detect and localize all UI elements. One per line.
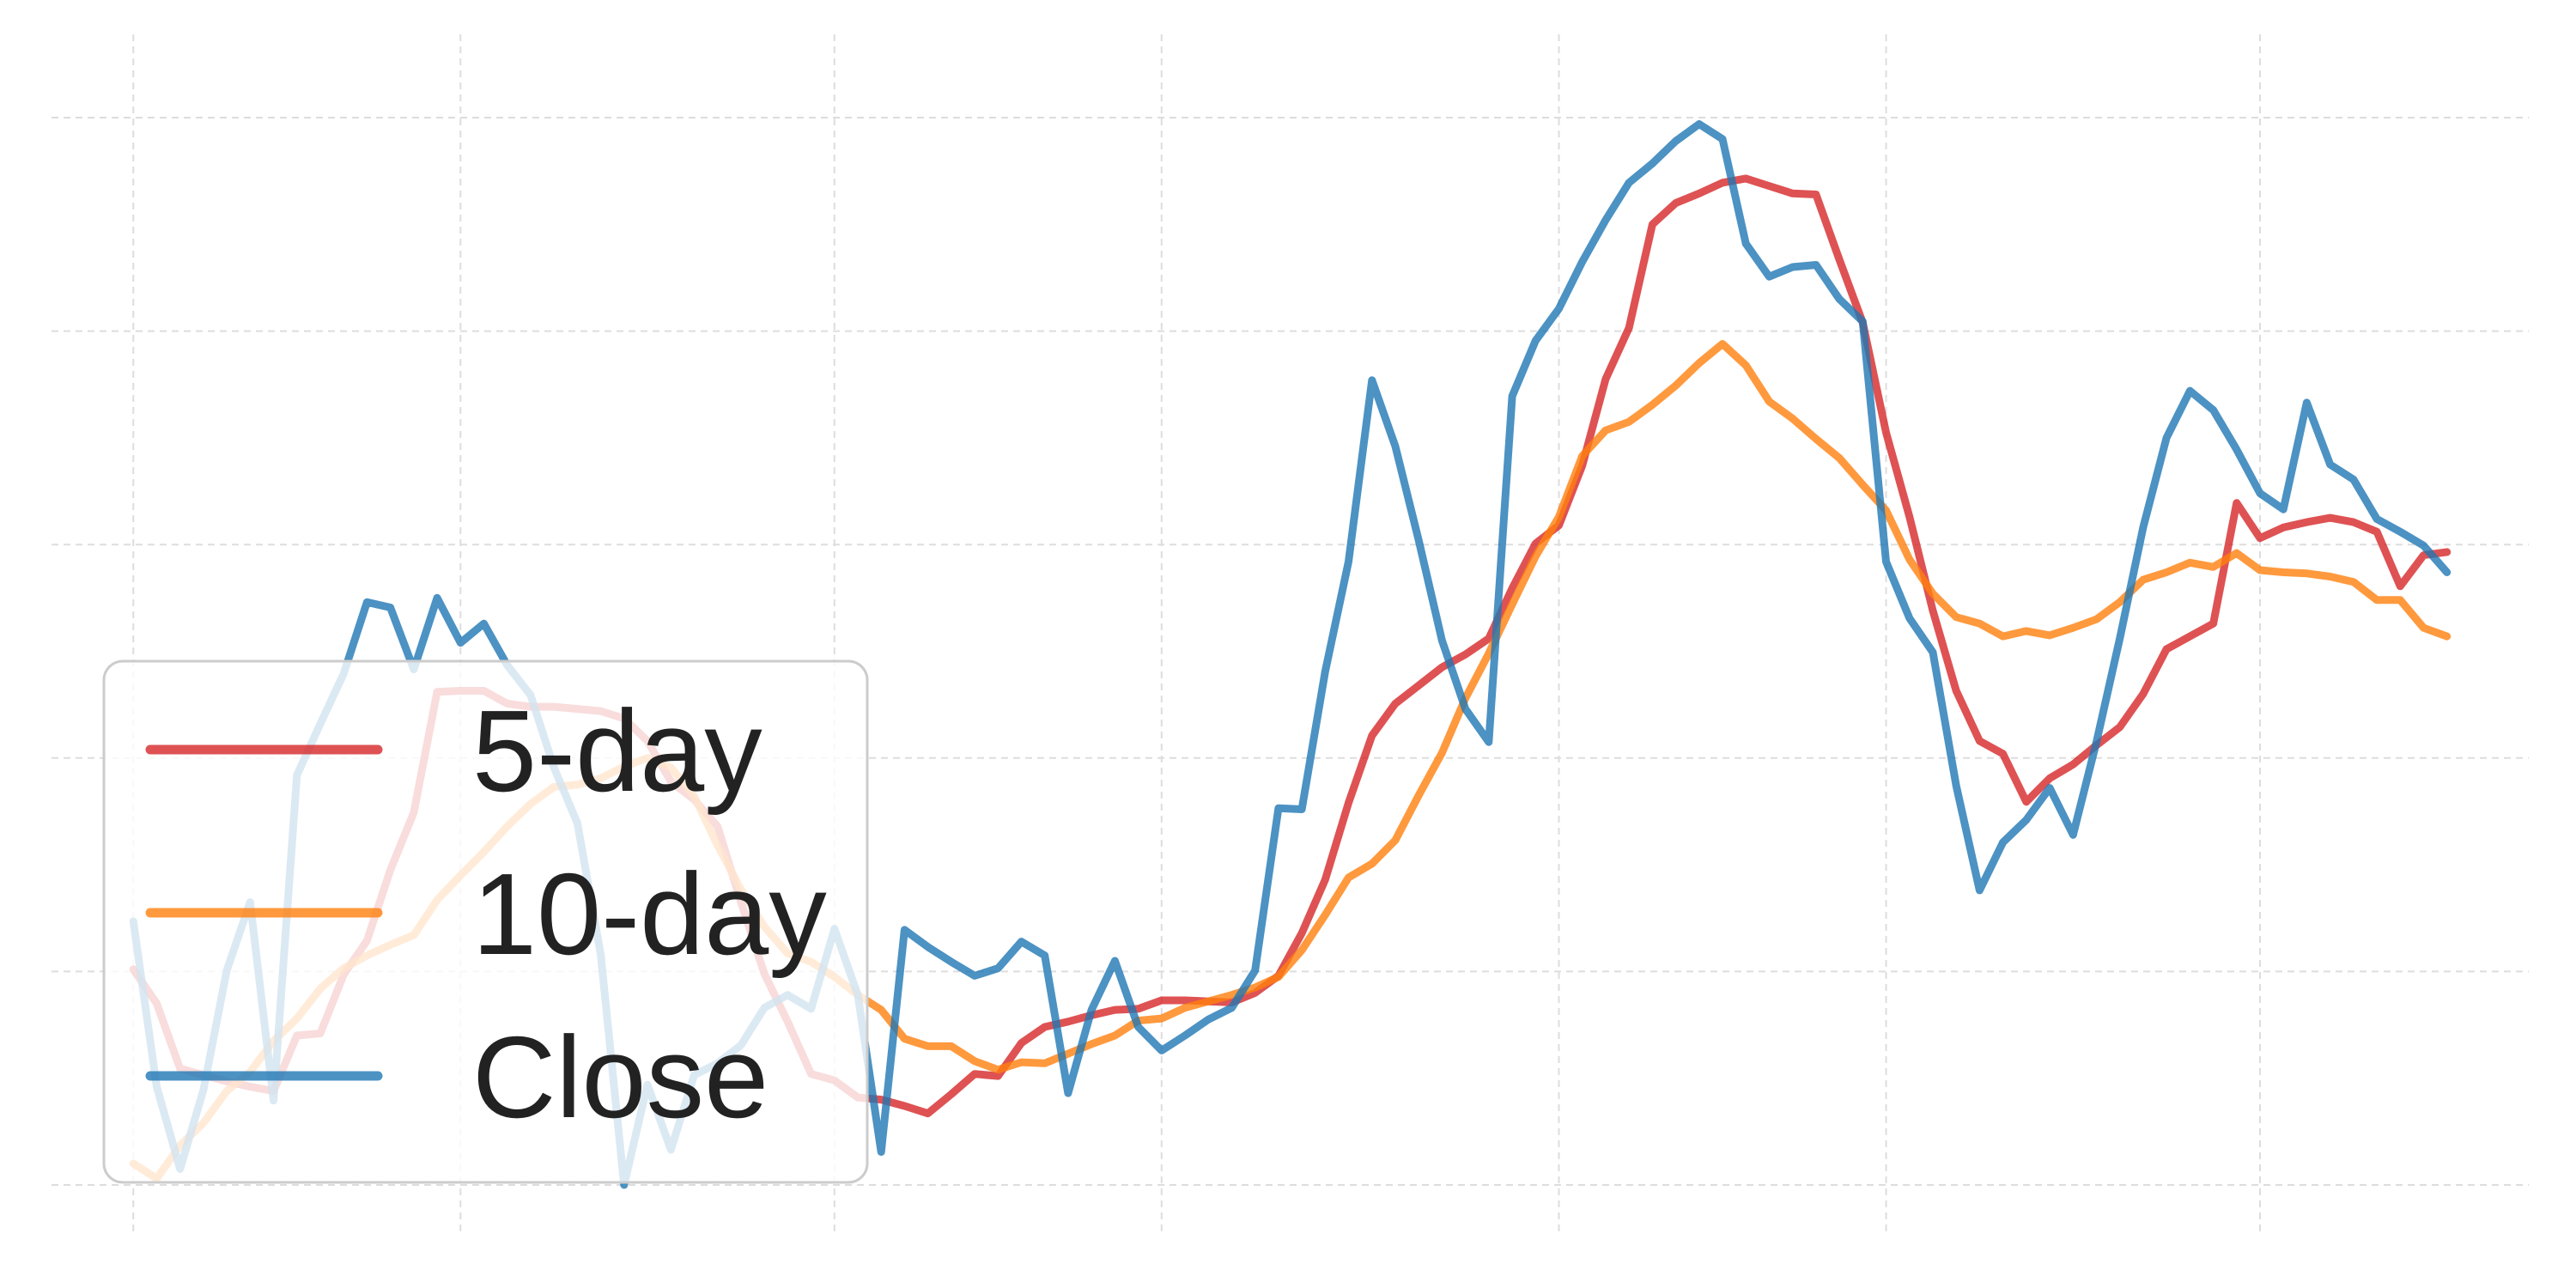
legend-box [102,659,869,1184]
legend-label-close: Close [472,1012,769,1142]
legend: 5-day 10-day Close [102,659,869,1184]
legend-label-10-day: 10-day [472,849,827,979]
legend-label-5-day: 5-day [472,686,762,816]
